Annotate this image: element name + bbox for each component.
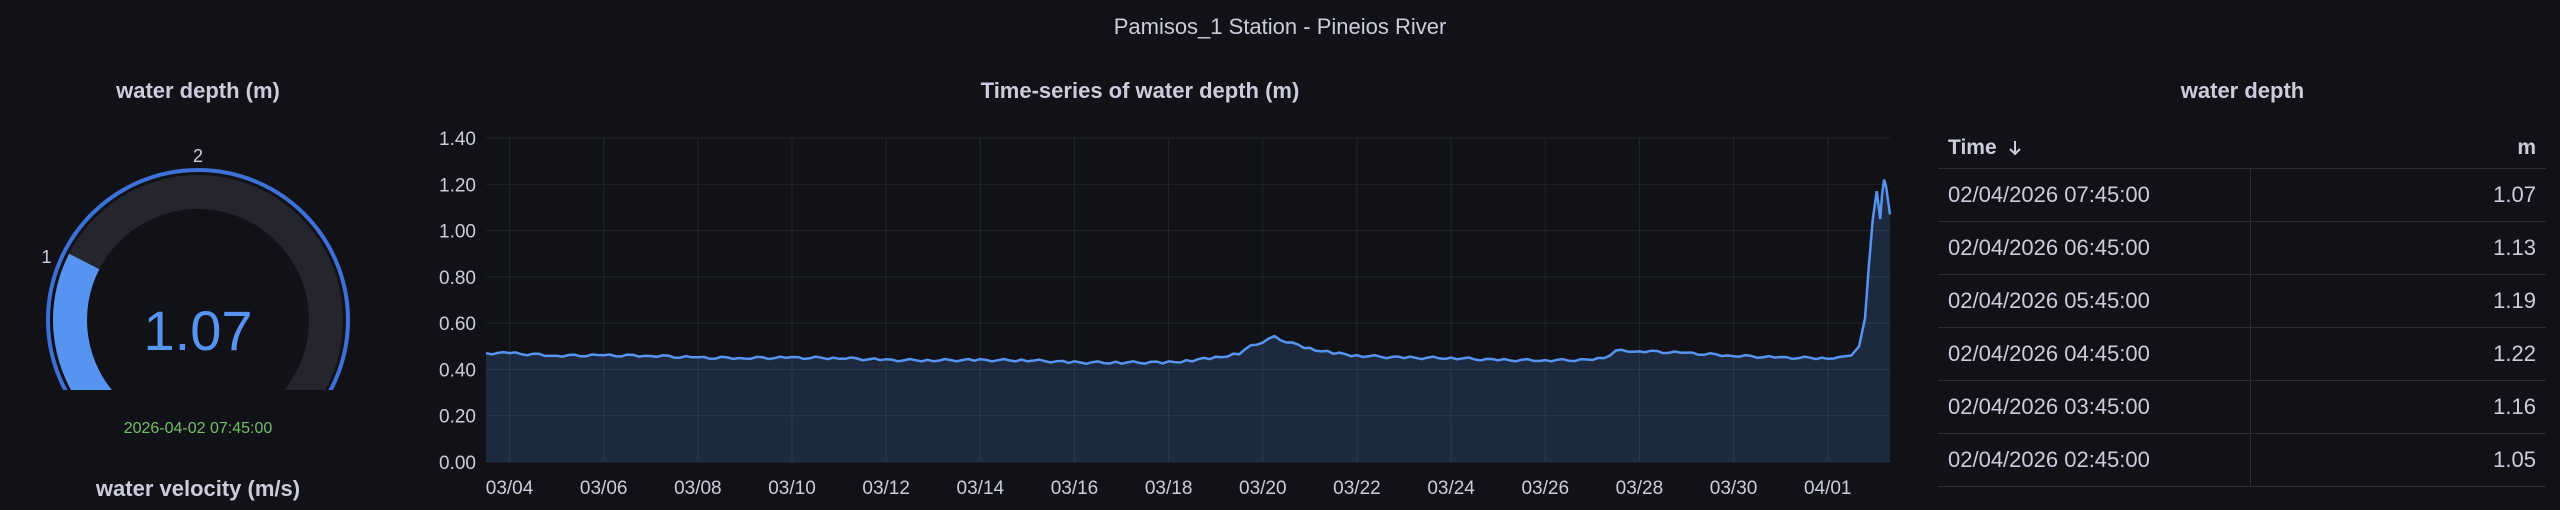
series-line — [485, 179, 1892, 365]
y-tick-label: 0.60 — [439, 314, 476, 335]
arrow-down-icon — [2008, 141, 2021, 156]
table-row[interactable]: 02/04/2026 02:45:00 1.05 — [1938, 434, 2546, 487]
table-cell-time: 02/04/2026 04:45:00 — [1938, 328, 2251, 380]
table-cell-time: 02/04/2026 07:45:00 — [1938, 169, 2251, 221]
y-tick-label: 1.40 — [439, 129, 476, 150]
y-tick-label: 0.80 — [439, 268, 476, 289]
column-header-time[interactable]: Time — [1938, 136, 2436, 160]
x-tick-label: 03/20 — [1239, 478, 1287, 499]
y-axis: 0.00 0.20 0.40 0.60 0.80 1.00 1.20 1.40 — [439, 129, 476, 474]
table-row[interactable]: 02/04/2026 06:45:00 1.13 — [1938, 222, 2546, 275]
x-tick-label: 03/26 — [1521, 478, 1569, 499]
table-cell-value: 1.22 — [2493, 341, 2536, 366]
water-depth-timeseries-chart: 0.000.200.400.600.801.001.201.40 03/04 03… — [439, 129, 1892, 499]
water-depth-gauge: 0 1 2 4 1.07 — [41, 146, 350, 390]
table-row[interactable]: 02/04/2026 05:45:00 1.19 — [1938, 275, 2546, 328]
y-tick-label: 0.00 — [439, 453, 476, 474]
table-body: 02/04/2026 07:45:00 1.07 02/04/2026 06:45:… — [1938, 169, 2546, 487]
table-panel-title: water depth — [2180, 78, 2305, 103]
x-tick-label: 03/10 — [768, 478, 816, 499]
column-header-time-label: Time — [1948, 136, 1997, 159]
x-tick-label: 03/28 — [1616, 478, 1664, 499]
x-tick-label: 03/30 — [1710, 478, 1758, 499]
table-cell-value: 1.19 — [2493, 288, 2536, 313]
series-area — [486, 179, 1890, 462]
x-axis: 03/04 03/06 03/08 03/10 03/12 03/14 03/16 03/18… — [486, 478, 1852, 499]
x-tick-label: 03/06 — [580, 478, 628, 499]
table-cell-value: 1.16 — [2493, 394, 2536, 419]
x-tick-label: 03/24 — [1427, 478, 1475, 499]
x-tick-label: 03/16 — [1051, 478, 1099, 499]
gauge-value-arc — [53, 253, 112, 390]
y-tick-label: 1.20 — [439, 175, 476, 196]
table-cell-value: 1.05 — [2493, 447, 2536, 472]
y-tick-label: 0.40 — [439, 360, 476, 381]
gauge-tick-label: 1 — [41, 247, 51, 267]
table-row[interactable]: 02/04/2026 04:45:00 1.22 — [1938, 328, 2546, 381]
gauge-panel-title: water depth (m) — [116, 78, 280, 103]
y-tick-label: 1.00 — [439, 222, 476, 243]
x-tick-label: 03/12 — [862, 478, 910, 499]
dashboard-title: Pamisos_1 Station - Pineios River — [1113, 14, 1447, 39]
x-tick-label: 03/22 — [1333, 478, 1381, 499]
water-depth-table: Time m 02/04/2026 07:45:00 1.07 02/04/2026… — [1938, 128, 2546, 487]
x-tick-label: 03/08 — [674, 478, 722, 499]
table-cell-value: 1.07 — [2493, 182, 2536, 207]
velocity-panel-title: water velocity (m/s) — [95, 476, 301, 501]
table-cell-time: 02/04/2026 03:45:00 — [1938, 381, 2251, 433]
chart-panel-title: Time-series of water depth (m) — [980, 78, 1300, 103]
table-row[interactable]: 02/04/2026 07:45:00 1.07 — [1938, 169, 2546, 222]
y-tick-label: 0.20 — [439, 407, 476, 428]
x-tick-label: 04/01 — [1804, 478, 1852, 499]
chart-grid — [486, 137, 1890, 463]
gauge-tick-label: 2 — [193, 146, 203, 166]
column-header-unit[interactable]: m — [2517, 136, 2536, 159]
gauge-threshold-arc — [46, 168, 350, 390]
table-cell-time: 02/04/2026 06:45:00 — [1938, 222, 2251, 274]
x-tick-label: 03/18 — [1145, 478, 1193, 499]
table-row[interactable]: 02/04/2026 03:45:00 1.16 — [1938, 381, 2546, 434]
x-tick-label: 03/04 — [486, 478, 534, 499]
gauge-value-text: 1.07 — [144, 299, 253, 362]
table-cell-time: 02/04/2026 05:45:00 — [1938, 275, 2251, 327]
table-cell-value: 1.13 — [2493, 235, 2536, 260]
table-cell-time: 02/04/2026 02:45:00 — [1938, 434, 2251, 486]
table-header: Time m — [1938, 128, 2546, 169]
x-tick-label: 03/14 — [957, 478, 1005, 499]
gauge-timestamp: 2026-04-02 07:45:00 — [123, 420, 273, 437]
